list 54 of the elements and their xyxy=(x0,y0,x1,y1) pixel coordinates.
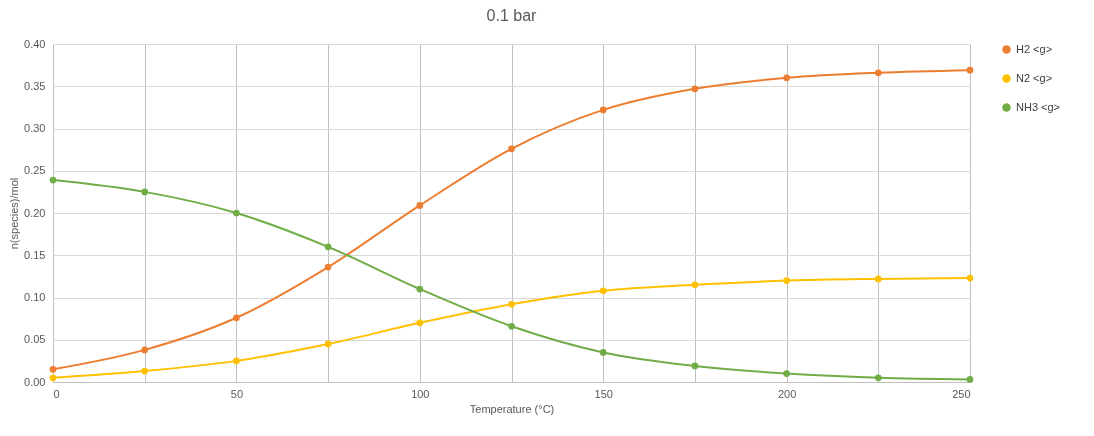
point xyxy=(324,340,332,348)
x-tick-label: 150 xyxy=(594,387,613,400)
point xyxy=(324,243,332,251)
y-tick-label: 0.00 xyxy=(24,375,46,388)
point xyxy=(783,370,790,377)
point xyxy=(416,285,424,293)
point xyxy=(508,300,515,308)
point xyxy=(599,106,607,114)
y-tick-label: 0.10 xyxy=(24,291,46,303)
x-tick-label: 0 xyxy=(53,387,60,400)
point xyxy=(233,209,240,217)
point xyxy=(874,275,882,283)
point xyxy=(49,374,57,382)
point xyxy=(416,202,424,209)
point xyxy=(508,145,515,153)
point xyxy=(966,66,974,74)
y-tick-label: 0.15 xyxy=(24,248,46,261)
point xyxy=(691,281,699,289)
point xyxy=(233,357,240,365)
x-tick-label: 250 xyxy=(952,387,971,400)
point xyxy=(49,365,57,373)
legend-label: NH3 <g> xyxy=(1016,100,1061,113)
point xyxy=(599,349,607,356)
y-axis-title: n(species)/mol xyxy=(8,177,21,250)
x-tick-label: 100 xyxy=(411,387,430,400)
y-tick-label: 0.40 xyxy=(24,37,46,50)
y-tick-label: 0.25 xyxy=(24,164,46,177)
legend-label: N2 <g> xyxy=(1016,71,1053,84)
chart-title: 0.1 bar xyxy=(486,7,538,24)
y-tick-label: 0.05 xyxy=(24,333,46,346)
point xyxy=(508,322,515,330)
point xyxy=(141,188,149,196)
x-tick-label: 200 xyxy=(777,387,797,400)
x-tick-label: 50 xyxy=(230,387,244,400)
point xyxy=(966,274,974,282)
point xyxy=(324,263,332,271)
point xyxy=(783,277,790,284)
y-tick-label: 0.20 xyxy=(24,206,46,219)
point xyxy=(599,287,607,295)
point xyxy=(874,69,882,77)
point xyxy=(416,319,424,327)
point xyxy=(49,176,57,184)
point xyxy=(233,314,240,322)
point xyxy=(691,85,699,93)
point xyxy=(141,367,149,375)
point xyxy=(874,374,882,382)
point xyxy=(141,346,149,354)
point xyxy=(783,74,790,82)
x-axis-title: Temperature (°C) xyxy=(469,402,555,415)
legend-label: H2 <g> xyxy=(1016,42,1053,55)
y-tick-label: 0.35 xyxy=(24,79,46,92)
point xyxy=(691,362,699,370)
y-tick-label: 0.30 xyxy=(24,122,46,134)
point xyxy=(966,376,974,383)
